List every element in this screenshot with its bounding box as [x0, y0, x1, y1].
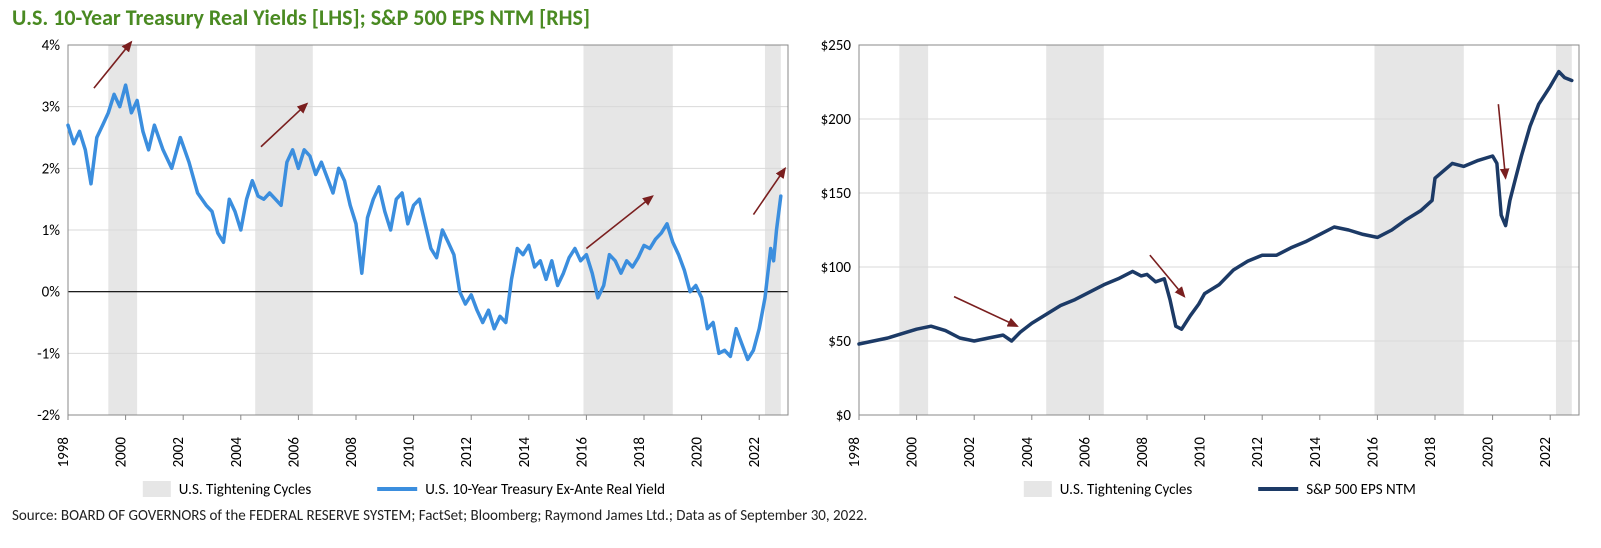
- svg-text:2%: 2%: [42, 160, 61, 178]
- svg-text:$100: $100: [820, 259, 851, 277]
- svg-text:2006: 2006: [285, 437, 303, 468]
- svg-text:2020: 2020: [1479, 437, 1497, 468]
- source-line: Source: BOARD OF GOVERNORS of the FEDERA…: [12, 507, 1591, 525]
- svg-text:2004: 2004: [1018, 437, 1036, 468]
- chart-title: U.S. 10-Year Treasury Real Yields [LHS];…: [12, 4, 1591, 31]
- svg-text:3%: 3%: [42, 99, 61, 117]
- svg-text:2008: 2008: [343, 437, 361, 467]
- svg-text:4%: 4%: [42, 37, 61, 55]
- svg-text:2016: 2016: [1364, 437, 1382, 468]
- svg-text:S&P 500 EPS NTM: S&P 500 EPS NTM: [1306, 481, 1416, 499]
- svg-text:$250: $250: [820, 37, 851, 55]
- svg-text:2020: 2020: [689, 437, 707, 468]
- svg-text:2008: 2008: [1134, 437, 1152, 467]
- svg-text:2002: 2002: [961, 437, 979, 467]
- svg-text:$150: $150: [820, 185, 851, 203]
- svg-text:$200: $200: [820, 111, 851, 129]
- svg-text:2010: 2010: [401, 437, 419, 468]
- svg-text:2022: 2022: [746, 437, 764, 467]
- svg-text:2012: 2012: [458, 437, 476, 467]
- svg-text:2002: 2002: [170, 437, 188, 467]
- svg-text:2018: 2018: [631, 437, 649, 467]
- svg-text:0%: 0%: [42, 284, 61, 302]
- svg-text:2022: 2022: [1537, 437, 1555, 467]
- svg-text:2000: 2000: [113, 437, 131, 468]
- right-chart-svg: $0 $50 $100 $150 $200 $250 1998 2000 2002 2004 200…: [801, 35, 1591, 505]
- chart-wrapper: U.S. 10-Year Treasury Real Yields [LHS];…: [0, 0, 1601, 548]
- svg-text:2000: 2000: [903, 437, 921, 468]
- svg-text:2018: 2018: [1422, 437, 1440, 467]
- left-panel: -2% -1% 0% 1% 2% 3% 4% 1998 2000 2002 2004 2006 2008…: [10, 35, 801, 505]
- svg-text:U.S. 10-Year Treasury Ex-Ante: U.S. 10-Year Treasury Ex-Ante Real Yield: [425, 481, 665, 499]
- svg-text:U.S. Tightening Cycles: U.S. Tightening Cycles: [1059, 481, 1192, 499]
- svg-text:2006: 2006: [1076, 437, 1094, 468]
- svg-text:U.S. Tightening Cycles: U.S. Tightening Cycles: [179, 481, 312, 499]
- svg-text:2014: 2014: [516, 437, 534, 468]
- svg-text:$50: $50: [828, 333, 851, 351]
- svg-text:-2%: -2%: [37, 407, 60, 425]
- svg-text:1%: 1%: [42, 222, 61, 240]
- svg-text:1998: 1998: [55, 437, 73, 467]
- svg-text:2004: 2004: [228, 437, 246, 468]
- svg-text:2016: 2016: [573, 437, 591, 468]
- right-panel: $0 $50 $100 $150 $200 $250 1998 2000 2002 2004 200…: [801, 35, 1592, 505]
- svg-text:2010: 2010: [1191, 437, 1209, 468]
- svg-text:2014: 2014: [1306, 437, 1324, 468]
- left-chart-svg: -2% -1% 0% 1% 2% 3% 4% 1998 2000 2002 2004 2006 2008…: [10, 35, 800, 505]
- svg-text:-1%: -1%: [37, 345, 60, 363]
- panels-row: -2% -1% 0% 1% 2% 3% 4% 1998 2000 2002 2004 2006 2008…: [10, 35, 1591, 505]
- svg-text:$0: $0: [835, 407, 851, 425]
- svg-text:2012: 2012: [1249, 437, 1267, 467]
- svg-text:1998: 1998: [846, 437, 864, 467]
